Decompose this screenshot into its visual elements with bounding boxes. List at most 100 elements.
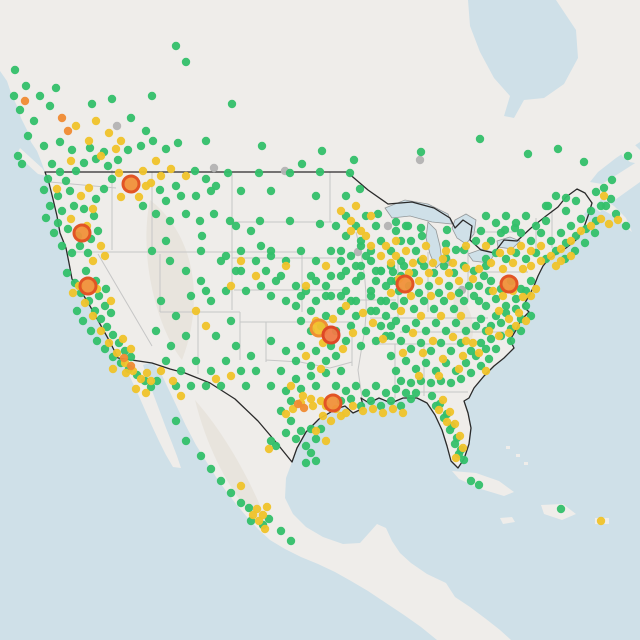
station-dot-orange[interactable] xyxy=(126,361,136,371)
station-dot-green[interactable] xyxy=(326,271,336,281)
station-dot-yellow[interactable] xyxy=(386,258,396,268)
station-dot-green[interactable] xyxy=(403,221,413,231)
station-dot-green[interactable] xyxy=(301,458,311,468)
station-dot-yellow[interactable] xyxy=(311,426,321,436)
station-dot-yellow[interactable] xyxy=(368,318,378,328)
station-dot-green[interactable] xyxy=(356,341,366,351)
station-dot-green[interactable] xyxy=(406,344,416,354)
station-dot-green[interactable] xyxy=(79,204,89,214)
station-dot-green[interactable] xyxy=(176,191,186,201)
station-dot-yellow[interactable] xyxy=(474,348,484,358)
station-dot-gray[interactable] xyxy=(415,155,425,165)
station-dot-green[interactable] xyxy=(371,221,381,231)
station-dot-yellow[interactable] xyxy=(96,241,106,251)
station-dot-yellow[interactable] xyxy=(434,405,444,415)
station-dot-green[interactable] xyxy=(521,301,531,311)
station-dot-yellow[interactable] xyxy=(338,344,348,354)
station-dot-green[interactable] xyxy=(471,321,481,331)
station-dot-green[interactable] xyxy=(276,526,286,536)
station-dot-green[interactable] xyxy=(286,396,296,406)
station-dot-green[interactable] xyxy=(256,281,266,291)
station-dot-yellow[interactable] xyxy=(381,241,391,251)
station-dot-green[interactable] xyxy=(491,294,501,304)
station-dot-green[interactable] xyxy=(10,65,20,75)
station-dot-yellow[interactable] xyxy=(414,371,424,381)
station-dot-green[interactable] xyxy=(351,381,361,391)
station-dot-green[interactable] xyxy=(439,296,449,306)
station-dot-green[interactable] xyxy=(466,476,476,486)
station-dot-yellow[interactable] xyxy=(142,368,152,378)
station-dot-green[interactable] xyxy=(391,217,401,227)
station-dot-yellow[interactable] xyxy=(66,156,76,166)
station-dot-green[interactable] xyxy=(49,228,59,238)
station-dot-green[interactable] xyxy=(206,186,216,196)
station-dot-yellow[interactable] xyxy=(146,376,156,386)
station-dot-yellow[interactable] xyxy=(441,246,451,256)
station-dot-green[interactable] xyxy=(311,191,321,201)
station-dot-green[interactable] xyxy=(39,141,49,151)
station-dot-yellow[interactable] xyxy=(151,156,161,166)
station-dot-yellow[interactable] xyxy=(226,371,236,381)
station-dot-green[interactable] xyxy=(147,91,157,101)
station-dot-green[interactable] xyxy=(346,321,356,331)
station-dot-green[interactable] xyxy=(366,256,376,266)
station-dot-green[interactable] xyxy=(281,428,291,438)
station-dot-green[interactable] xyxy=(551,191,561,201)
station-dot-green[interactable] xyxy=(55,137,65,147)
station-dot-yellow[interactable] xyxy=(134,192,144,202)
station-dot-yellow[interactable] xyxy=(461,263,471,273)
station-dot-green[interactable] xyxy=(156,296,166,306)
station-dot-yellow[interactable] xyxy=(391,236,401,246)
station-dot-green[interactable] xyxy=(285,168,295,178)
station-dot-yellow[interactable] xyxy=(546,251,556,261)
station-dot-yellow[interactable] xyxy=(168,376,178,386)
station-dot-green[interactable] xyxy=(161,356,171,366)
station-dot-green[interactable] xyxy=(386,396,396,406)
station-dot-green[interactable] xyxy=(621,221,631,231)
station-dot-green[interactable] xyxy=(431,318,441,328)
station-dot-green[interactable] xyxy=(291,356,301,366)
station-dot-green[interactable] xyxy=(266,381,276,391)
station-dot-green[interactable] xyxy=(206,366,216,376)
station-dot-green[interactable] xyxy=(152,376,162,386)
station-dot-green[interactable] xyxy=(186,291,196,301)
station-dot-green[interactable] xyxy=(241,381,251,391)
station-dot-green[interactable] xyxy=(51,83,61,93)
station-dot-green[interactable] xyxy=(449,304,459,314)
station-dot-green[interactable] xyxy=(256,241,266,251)
station-dot-yellow[interactable] xyxy=(76,191,86,201)
station-dot-green[interactable] xyxy=(53,191,63,201)
station-dot-yellow[interactable] xyxy=(156,171,166,181)
station-dot-yellow[interactable] xyxy=(181,171,191,181)
station-dot-green[interactable] xyxy=(201,174,211,184)
station-dot-green[interactable] xyxy=(221,251,231,261)
station-dot-green[interactable] xyxy=(366,306,376,316)
station-dot-yellow[interactable] xyxy=(166,164,176,174)
station-dot-yellow[interactable] xyxy=(488,286,498,296)
station-dot-green[interactable] xyxy=(401,324,411,334)
station-dot-green[interactable] xyxy=(576,214,586,224)
station-dot-green[interactable] xyxy=(165,216,175,226)
station-dot-yellow[interactable] xyxy=(281,409,291,419)
station-dot-green[interactable] xyxy=(501,301,511,311)
station-dot-yellow[interactable] xyxy=(531,284,541,294)
station-dot-green[interactable] xyxy=(491,344,501,354)
station-dot-green[interactable] xyxy=(226,488,236,498)
station-dot-gray[interactable] xyxy=(209,163,219,173)
station-dot-yellow[interactable] xyxy=(84,183,94,193)
station-dot-green[interactable] xyxy=(155,185,165,195)
station-dot-yellow[interactable] xyxy=(96,151,106,161)
station-dot-green[interactable] xyxy=(476,314,486,324)
station-dot-yellow[interactable] xyxy=(88,311,98,321)
station-dot-green[interactable] xyxy=(176,366,186,376)
station-dot-green[interactable] xyxy=(296,246,306,256)
station-dot-yellow[interactable] xyxy=(421,241,431,251)
station-dot-green[interactable] xyxy=(491,218,501,228)
station-dot-green[interactable] xyxy=(103,161,113,171)
station-dot-green[interactable] xyxy=(206,296,216,306)
station-dot-yellow[interactable] xyxy=(396,306,406,316)
station-dot-yellow[interactable] xyxy=(486,258,496,268)
station-dot-green[interactable] xyxy=(399,261,409,271)
station-dot-yellow[interactable] xyxy=(254,516,264,526)
station-dot-green[interactable] xyxy=(71,166,81,176)
